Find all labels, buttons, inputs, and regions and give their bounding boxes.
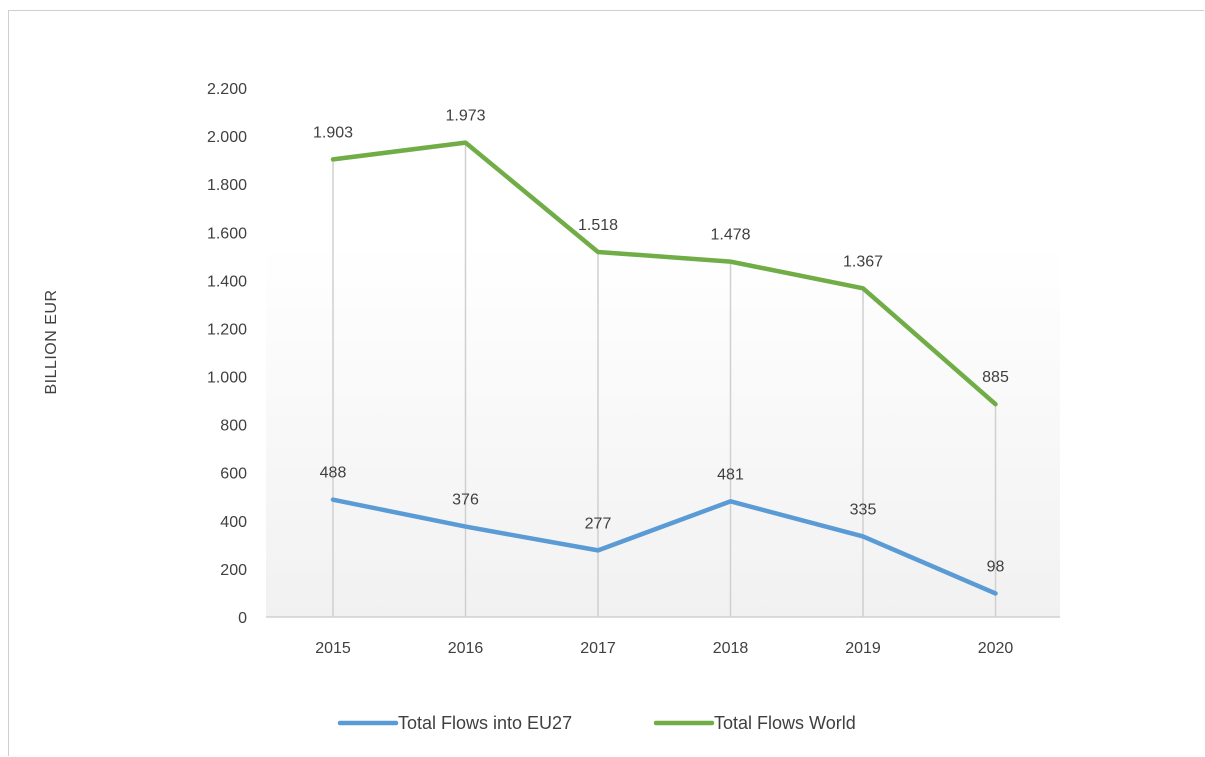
- data-label: 98: [987, 558, 1005, 575]
- data-label: 488: [320, 465, 347, 482]
- legend-label-1: Total Flows World: [714, 713, 856, 733]
- plot-background: [266, 245, 1060, 617]
- data-label: 481: [717, 466, 744, 483]
- y-tick-label: 200: [220, 562, 247, 579]
- data-label: 885: [982, 369, 1009, 386]
- data-label: 277: [585, 515, 612, 532]
- y-tick-label: 2.000: [207, 129, 247, 146]
- y-tick-label: 0: [238, 610, 247, 627]
- y-tick-label: 1.600: [207, 225, 247, 242]
- x-tick-label: 2020: [978, 640, 1014, 657]
- y-tick-label: 2.200: [207, 81, 247, 98]
- y-tick-label: 400: [220, 514, 247, 531]
- y-tick-label: 1.400: [207, 273, 247, 290]
- x-tick-label: 2016: [448, 640, 484, 657]
- y-tick-label: 800: [220, 418, 247, 435]
- chart-frame: [8, 10, 1204, 756]
- data-label: 1.367: [843, 253, 883, 270]
- data-label: 1.903: [313, 124, 353, 141]
- x-tick-label: 2018: [713, 640, 749, 657]
- y-tick-label: 600: [220, 466, 247, 483]
- y-tick-label: 1.800: [207, 177, 247, 194]
- y-tick-label: 1.200: [207, 321, 247, 338]
- y-axis-label: BILLION EUR: [43, 289, 60, 394]
- data-label: 1.518: [578, 217, 618, 234]
- y-tick-label: 1.000: [207, 370, 247, 387]
- series-line-0: [330, 497, 998, 596]
- series-line-1: [330, 140, 998, 407]
- legend-label-0: Total Flows into EU27: [398, 713, 572, 733]
- x-tick-label: 2017: [580, 640, 616, 657]
- data-label: 335: [850, 501, 877, 518]
- data-label: 1.478: [710, 227, 750, 244]
- data-label: 376: [452, 492, 479, 509]
- data-label: 1.973: [445, 108, 485, 125]
- x-tick-label: 2015: [315, 640, 351, 657]
- x-tick-label: 2019: [845, 640, 881, 657]
